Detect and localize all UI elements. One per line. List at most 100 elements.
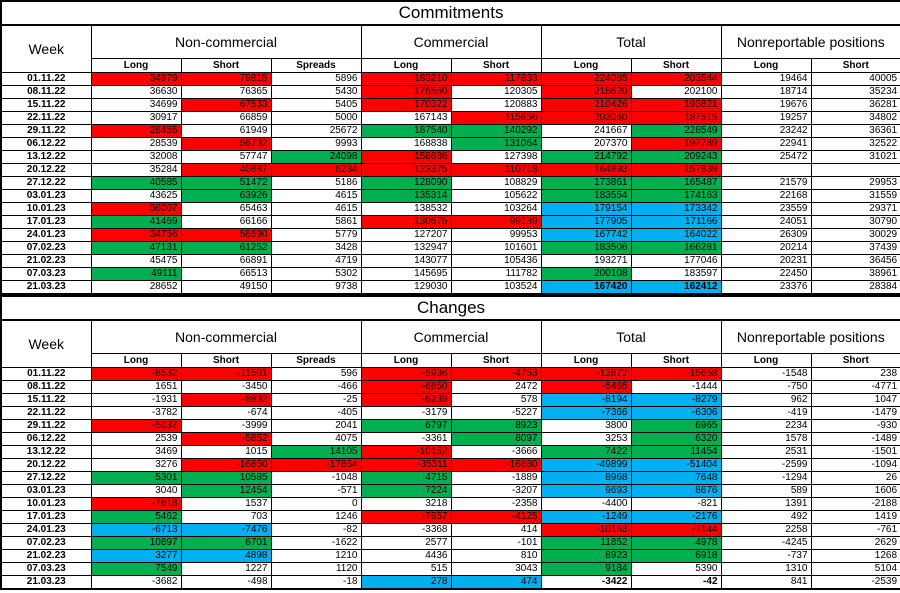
value-cell: 177046	[630, 254, 722, 268]
value-cell: 135314	[360, 189, 452, 203]
value-cell: 11454	[630, 445, 722, 459]
table-row: 22.11.22 -3782 -674 -405 -3179 -5227 -7366 -630…	[0, 406, 900, 420]
week-cell: 22.11.22	[0, 406, 92, 420]
week-cell: 07.03.23	[0, 267, 92, 281]
value-cell: 28652	[90, 280, 182, 295]
value-cell: 177905	[540, 215, 632, 229]
value-cell: 6320	[630, 432, 722, 446]
value-cell: 9738	[270, 280, 362, 295]
value-cell: -16860	[180, 458, 272, 472]
value-cell: -2188	[810, 497, 900, 511]
value-cell: 103264	[450, 202, 542, 216]
table-row: 29.11.22 -5037 -3999 2041 6797 8923 3800 6965 22…	[0, 419, 900, 433]
value-cell: -1249	[540, 510, 632, 524]
value-cell: 1268	[810, 549, 900, 563]
table-row: 20.12.22 35284 40887 6234 123375 110718 164893…	[0, 163, 900, 177]
value-cell: -18	[270, 575, 362, 590]
value-cell: 128090	[360, 176, 452, 190]
value-cell: 218620	[540, 85, 632, 99]
week-cell: 07.03.23	[0, 562, 92, 576]
value-cell: -750	[720, 380, 812, 394]
value-cell: 5861	[270, 215, 362, 229]
table-row: 17.01.23 41469 66166 5861 130575 99139 177905 1…	[0, 215, 900, 229]
value-cell: -3666	[450, 445, 542, 459]
value-cell: 12454	[180, 484, 272, 498]
value-cell: 140292	[450, 124, 542, 138]
value-cell: 6797	[360, 419, 452, 433]
value-cell: 56732	[180, 137, 272, 151]
value-cell: 183506	[540, 241, 632, 255]
value-cell: 171166	[630, 215, 722, 229]
value-cell: -6713	[90, 523, 182, 537]
value-cell: 3040	[90, 484, 182, 498]
value-cell: -16680	[450, 458, 542, 472]
value-cell: 200108	[540, 267, 632, 281]
value-cell: -8532	[90, 367, 182, 381]
value-cell: 3218	[360, 497, 452, 511]
value-cell: 66859	[180, 111, 272, 125]
table-row: 27.12.22 40585 51472 5186 128090 108829 173861…	[0, 176, 900, 190]
value-cell: 1606	[810, 484, 900, 498]
column-header-short: Short	[450, 58, 542, 73]
value-cell: 962	[720, 393, 812, 407]
value-cell: -101	[450, 536, 542, 550]
value-cell: -3368	[360, 523, 452, 537]
value-cell: 5896	[270, 72, 362, 86]
table-row: 06.12.22 2539 -5852 4075 -3361 8097 3253 6320 15…	[0, 432, 900, 446]
value-cell: 11852	[540, 536, 632, 550]
week-cell: 06.12.22	[0, 137, 92, 151]
value-cell: 197789	[630, 137, 722, 151]
value-cell: 1578	[720, 432, 812, 446]
group-header-total: Total	[540, 24, 722, 59]
value-cell: -1501	[810, 445, 900, 459]
value-cell: 20231	[720, 254, 812, 268]
value-cell: 5462	[90, 510, 182, 524]
value-cell: 34699	[90, 98, 182, 112]
value-cell: -1889	[450, 471, 542, 485]
column-header-long: Long	[540, 58, 632, 73]
value-cell: 4075	[270, 432, 362, 446]
value-cell: -4400	[540, 497, 632, 511]
value-cell: 158686	[360, 150, 452, 164]
value-cell: 202100	[630, 85, 722, 99]
table-row: 08.11.22 36630 76365 5430 176560 120305 218620…	[0, 85, 900, 99]
value-cell: -7957	[360, 510, 452, 524]
value-cell: 5390	[630, 562, 722, 576]
value-cell: 67533	[180, 98, 272, 112]
value-cell: 57747	[180, 150, 272, 164]
week-cell: 20.12.22	[0, 458, 92, 472]
value-cell: 45475	[90, 254, 182, 268]
value-cell: -3999	[180, 419, 272, 433]
group-header-noncommercial: Non-commercial	[90, 24, 362, 59]
value-cell: 7549	[90, 562, 182, 576]
table-row: 07.03.23 49111 66513 5302 145695 111782 200108…	[0, 267, 900, 281]
value-cell: -5852	[180, 432, 272, 446]
value-cell: 36007	[90, 202, 182, 216]
week-cell: 24.01.23	[0, 228, 92, 242]
value-cell: 4715	[360, 471, 452, 485]
table-title-row: Commitments	[0, 0, 900, 26]
value-cell: 3043	[450, 562, 542, 576]
value-cell: 131064	[450, 137, 542, 151]
week-cell: 21.02.23	[0, 254, 92, 268]
value-cell: -49899	[540, 458, 632, 472]
value-cell: -35311	[360, 458, 452, 472]
value-cell: 32008	[90, 150, 182, 164]
value-cell: 35284	[90, 163, 182, 177]
week-column-header: Week	[0, 319, 92, 368]
table-title: Commitments	[0, 0, 900, 26]
value-cell: 166281	[630, 241, 722, 255]
table-row: 22.11.22 30917 66859 5000 167143 115656 203060…	[0, 111, 900, 125]
column-header-long: Long	[90, 58, 182, 73]
value-cell: 5779	[270, 228, 362, 242]
value-cell: 589	[720, 484, 812, 498]
table-row: 24.01.23 -6713 -7476 -82 -3368 414 -10163 -7144…	[0, 523, 900, 537]
table-row: 21.02.23 45475 66891 4719 143077 105436 193271…	[0, 254, 900, 268]
value-cell: 596	[270, 367, 362, 381]
value-cell: 9693	[540, 484, 632, 498]
value-cell: -1444	[630, 380, 722, 394]
value-cell: 22450	[720, 267, 812, 281]
table-row: 01.11.22 34979 79815 5896 183210 117833 224085…	[0, 72, 900, 86]
value-cell: 40887	[180, 163, 272, 177]
week-cell: 03.01.23	[0, 189, 92, 203]
